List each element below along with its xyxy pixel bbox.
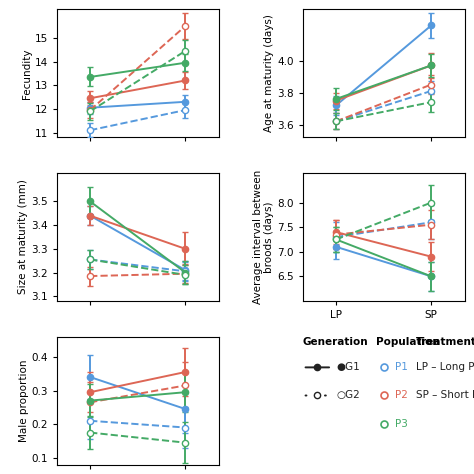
Text: LP – Long Pht: LP – Long Pht [416, 363, 474, 373]
Y-axis label: Fecundity: Fecundity [22, 48, 32, 99]
Y-axis label: Average interval between
broods (days): Average interval between broods (days) [253, 170, 274, 304]
Y-axis label: Male proportion: Male proportion [18, 359, 28, 442]
Text: Treatment: Treatment [416, 337, 474, 346]
Y-axis label: Size at maturity (mm): Size at maturity (mm) [18, 180, 28, 294]
Text: SP – Short Pht: SP – Short Pht [416, 391, 474, 401]
Text: Generation: Generation [303, 337, 368, 346]
Text: ○G2: ○G2 [337, 391, 361, 401]
Text: Population: Population [375, 337, 439, 346]
Y-axis label: Age at maturity (days): Age at maturity (days) [264, 14, 274, 132]
Text: P2: P2 [395, 391, 408, 401]
Text: ●G1: ●G1 [337, 363, 361, 373]
Text: P3: P3 [395, 419, 408, 428]
Text: P1: P1 [395, 363, 408, 373]
